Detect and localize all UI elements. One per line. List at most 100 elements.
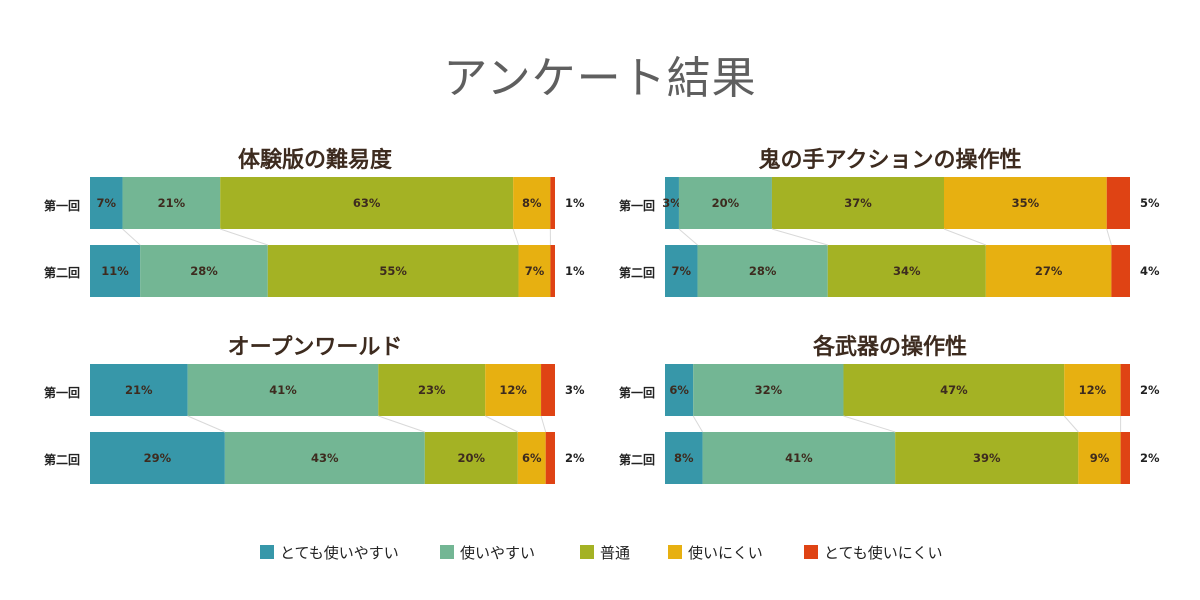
bar-segment-normal (267, 245, 519, 297)
data-label-very-easy: 7% (97, 196, 117, 210)
data-label-very-easy: 11% (101, 264, 129, 278)
bar-segment-hard (1078, 432, 1121, 484)
connector-line (378, 415, 425, 433)
connector-line (1106, 228, 1112, 246)
stacked-bar-chart: 3% 20% 37% 35% 5% 7% 28% 34% 27% 4% (662, 177, 1160, 297)
bar-segment-very-easy (90, 245, 141, 297)
bar-segment-easy (187, 364, 379, 416)
bar-segment-easy (140, 245, 268, 297)
data-label-hard: 9% (1090, 451, 1110, 465)
data-label-very-hard: 4% (1140, 264, 1160, 278)
bar-segment-easy (678, 177, 772, 229)
bar-segment-very-hard (541, 364, 555, 416)
bar-segment-very-hard (550, 177, 555, 229)
legend-label: 使いにくい (688, 543, 763, 562)
chart-title: 体験版の難易度 (237, 148, 392, 173)
chart-panel-weapon-controls: 各武器の操作性 第一回 第二回 6% 32% 47% 12% 2% 8% 41% 39% 9% 2… (605, 329, 1175, 509)
data-label-normal: 39% (973, 451, 1001, 465)
legend-label: とても使いにくい (824, 543, 943, 562)
legend-label: 普通 (600, 543, 631, 562)
data-label-normal: 63% (353, 196, 381, 210)
connector-line (512, 228, 520, 246)
chart-panel-open-world: オープンワールド 第一回 第二回 21% 41% 23% 12% 3% 29% 43% 20%… (30, 329, 600, 509)
data-label-easy: 32% (755, 383, 783, 397)
row-label-second: 第二回 (619, 453, 656, 467)
bar-segment-hard (1064, 364, 1121, 416)
bar-segment-very-easy (665, 432, 703, 484)
bar-segment-normal (378, 364, 486, 416)
bar-segment-normal (895, 432, 1079, 484)
bar-segment-very-easy (90, 177, 123, 229)
data-label-easy: 41% (785, 451, 813, 465)
bar-segment-very-hard (550, 245, 555, 297)
data-label-normal: 34% (893, 264, 921, 278)
legend-swatch (580, 545, 594, 559)
data-label-very-hard: 2% (1140, 383, 1160, 397)
bar-segment-very-hard (545, 432, 555, 484)
bar-segment-very-easy (90, 364, 188, 416)
bar-segment-hard (944, 177, 1107, 229)
legend-item-very-hard: とても使いにくい (804, 538, 943, 566)
legend-swatch (440, 545, 454, 559)
row-label-second: 第二回 (44, 453, 81, 467)
data-label-easy: 28% (749, 264, 777, 278)
data-label-hard: 12% (1079, 383, 1107, 397)
bar-segment-very-easy (665, 245, 698, 297)
chart-title: 各武器の操作性 (812, 335, 967, 360)
page-title: アンケート結果 (443, 53, 757, 104)
connector-line (485, 415, 519, 433)
bar-segment-normal (220, 177, 514, 229)
bar-segment-normal (424, 432, 518, 484)
bar-segment-easy (697, 245, 828, 297)
bar-segment-hard (518, 245, 551, 297)
data-label-very-hard: 3% (565, 383, 585, 397)
bar-segment-very-hard (1111, 245, 1130, 297)
data-label-very-easy: 6% (669, 383, 689, 397)
connector-line (122, 228, 141, 246)
legend-label: 使いやすい (460, 543, 536, 562)
legend-item-hard: 使いにくい (668, 538, 763, 566)
connector-line (187, 415, 226, 433)
data-label-very-easy: 8% (674, 451, 694, 465)
bar-segment-very-hard (1106, 177, 1130, 229)
bar-segment-easy (702, 432, 896, 484)
legend-item-very-easy: とても使いやすい (260, 538, 399, 566)
data-label-hard: 6% (522, 451, 542, 465)
data-label-very-hard: 1% (565, 264, 585, 278)
legend-item-easy: 使いやすい (440, 538, 535, 566)
bar-segment-very-hard (1120, 432, 1130, 484)
connector-line (1063, 415, 1079, 433)
chart-title: オープンワールド (227, 335, 403, 360)
bar-segment-very-hard (1120, 364, 1130, 416)
legend-swatch (804, 545, 818, 559)
data-label-very-hard: 1% (565, 196, 585, 210)
data-label-normal: 37% (844, 196, 872, 210)
bar-segment-hard (513, 177, 551, 229)
connector-line (771, 228, 828, 246)
row-label-first: 第一回 (619, 386, 656, 400)
data-label-easy: 43% (311, 451, 339, 465)
chart-panel-trial-difficulty: 体験版の難易度 第一回 第二回 7% 21% 63% 8% 1% 11% 28% 55% 7% 1… (30, 142, 600, 322)
data-label-hard: 8% (522, 196, 542, 210)
data-label-very-hard: 2% (1140, 451, 1160, 465)
bar-segment-normal (827, 245, 986, 297)
bar-segment-very-easy (665, 364, 694, 416)
connector-line (692, 415, 704, 433)
legend-label: とても使いやすい (280, 543, 399, 562)
stacked-bar-chart: 6% 32% 47% 12% 2% 8% 41% 39% 9% 2% (665, 364, 1160, 484)
data-label-very-easy: 3% (662, 196, 682, 210)
data-label-normal: 20% (458, 451, 486, 465)
data-label-very-easy: 21% (125, 383, 153, 397)
data-label-normal: 23% (418, 383, 446, 397)
bar-segment-normal (771, 177, 944, 229)
connector-line (540, 415, 547, 433)
data-label-easy: 21% (158, 196, 186, 210)
data-label-very-hard: 5% (1140, 196, 1160, 210)
chart-title: 鬼の手アクションの操作性 (758, 148, 1022, 173)
connector-line (843, 415, 896, 433)
data-label-easy: 28% (190, 264, 218, 278)
data-label-hard: 35% (1012, 196, 1040, 210)
bar-segment-easy (122, 177, 221, 229)
data-label-normal: 47% (940, 383, 968, 397)
bar-segment-normal (843, 364, 1065, 416)
